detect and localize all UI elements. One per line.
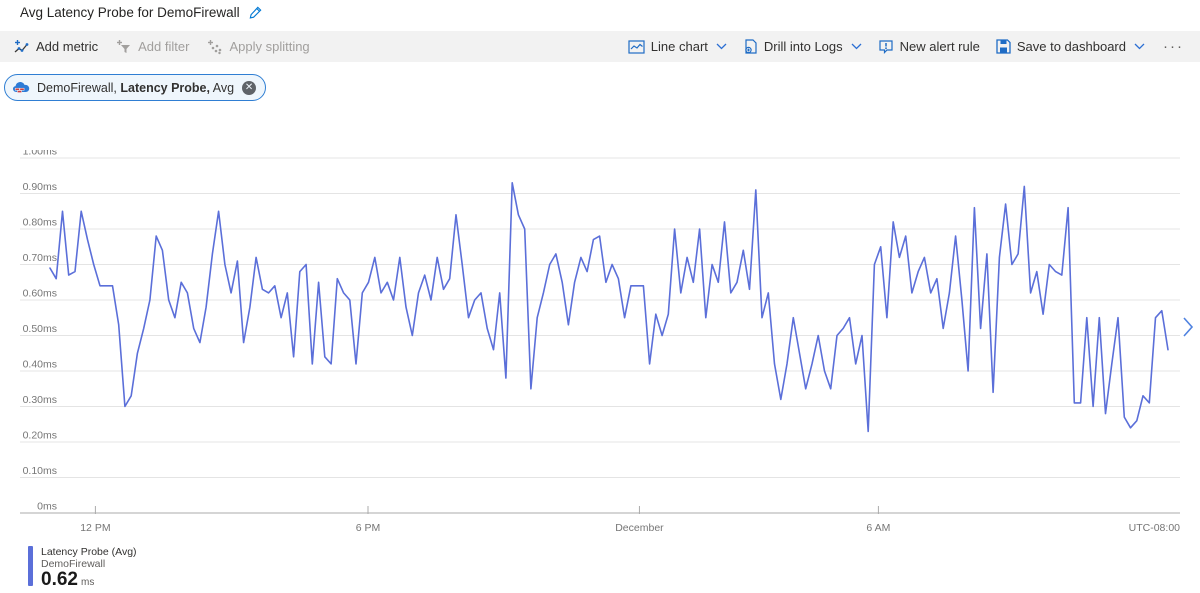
svg-text:12 PM: 12 PM — [80, 522, 110, 534]
svg-text:UTC-08:00: UTC-08:00 — [1129, 522, 1180, 534]
chart-type-dropdown[interactable]: Line chart — [628, 39, 727, 55]
legend-color-bar — [28, 546, 33, 586]
toolbar-right-group: Line chart Drill into Logs — [628, 38, 1186, 55]
svg-text:0.80ms: 0.80ms — [23, 217, 57, 229]
save-to-dashboard-label: Save to dashboard — [1016, 39, 1126, 54]
line-chart-icon — [628, 39, 645, 54]
metric-pill[interactable]: DemoFirewall, Latency Probe, Avg ✕ — [4, 74, 267, 101]
legend-value-number: 0.62 — [41, 569, 78, 590]
new-alert-rule-label: New alert rule — [899, 39, 980, 54]
legend-value-unit: ms — [80, 577, 95, 588]
chart-canvas[interactable]: 1.00ms 0.90ms 0.80ms 0.70ms 0.60ms 0.50ms 0.40… — [20, 146, 1180, 550]
svg-text:December: December — [615, 522, 664, 534]
chart-title-row: Avg Latency Probe for DemoFirewall — [20, 5, 263, 20]
svg-text:0.10ms: 0.10ms — [23, 465, 57, 477]
more-commands-button[interactable]: ··· — [1163, 38, 1184, 55]
chart-toolbar: Add metric Add filter — [0, 31, 1200, 62]
add-metric-label: Add metric — [36, 39, 99, 54]
svg-text:0ms: 0ms — [37, 501, 57, 513]
firewall-icon — [13, 82, 30, 93]
legend-metric-name: Latency Probe (Avg) — [41, 546, 137, 558]
svg-text:6 PM: 6 PM — [356, 522, 381, 534]
save-to-dashboard-dropdown[interactable]: Save to dashboard — [996, 39, 1145, 54]
legend-text-block: Latency Probe (Avg) DemoFirewall 0.62 ms — [41, 546, 137, 593]
svg-text:0.40ms: 0.40ms — [23, 359, 57, 371]
pill-aggregation: Avg — [212, 80, 235, 95]
svg-text:6 AM: 6 AM — [866, 522, 890, 534]
toolbar-left-group: Add metric Add filter — [14, 39, 310, 55]
remove-metric-close-icon[interactable]: ✕ — [242, 80, 257, 95]
apply-splitting-button[interactable]: Apply splitting — [207, 39, 310, 55]
svg-text:0.30ms: 0.30ms — [23, 394, 57, 406]
edit-title-pencil-icon[interactable] — [248, 5, 263, 20]
add-filter-label: Add filter — [138, 39, 190, 54]
drill-into-logs-dropdown[interactable]: Drill into Logs — [743, 38, 862, 55]
add-filter-button[interactable]: Add filter — [116, 39, 189, 55]
apply-splitting-label: Apply splitting — [229, 39, 310, 54]
svg-text:0.70ms: 0.70ms — [23, 252, 57, 264]
apply-splitting-icon — [208, 39, 222, 54]
metric-pill-row: DemoFirewall, Latency Probe, Avg ✕ — [4, 74, 267, 101]
chevron-down-icon — [851, 43, 862, 50]
svg-text:0.50ms: 0.50ms — [23, 323, 57, 335]
svg-text:0.60ms: 0.60ms — [23, 288, 57, 300]
svg-text:0.90ms: 0.90ms — [23, 181, 57, 193]
new-alert-rule-icon — [879, 39, 893, 54]
chart-legend[interactable]: Latency Probe (Avg) DemoFirewall 0.62 ms — [28, 546, 137, 593]
pill-resource: DemoFirewall, — [37, 80, 117, 95]
metrics-line-chart[interactable]: 1.00ms 0.90ms 0.80ms 0.70ms 0.60ms 0.50ms 0.40… — [20, 146, 1180, 550]
chart-type-label: Line chart — [650, 39, 708, 54]
legend-resource-name: DemoFirewall — [41, 558, 106, 570]
svg-text:0.20ms: 0.20ms — [23, 430, 57, 442]
new-alert-rule-button[interactable]: New alert rule — [878, 39, 980, 55]
pill-metric: Latency Probe, — [120, 80, 210, 95]
add-metric-button[interactable]: Add metric — [14, 39, 98, 55]
svg-text:1.00ms: 1.00ms — [23, 150, 57, 158]
add-filter-icon — [117, 39, 131, 53]
pill-text: DemoFirewall, Latency Probe, Avg — [37, 81, 234, 95]
add-metric-icon — [14, 39, 29, 52]
legend-value: 0.62 ms — [41, 570, 137, 593]
drill-into-logs-label: Drill into Logs — [763, 39, 843, 54]
chevron-down-icon — [1134, 43, 1145, 50]
chevron-down-icon — [716, 43, 727, 50]
page-title: Avg Latency Probe for DemoFirewall — [20, 5, 240, 20]
drill-into-logs-icon — [745, 38, 757, 54]
next-time-range-chevron-icon[interactable] — [1182, 316, 1194, 338]
save-icon — [996, 39, 1011, 54]
